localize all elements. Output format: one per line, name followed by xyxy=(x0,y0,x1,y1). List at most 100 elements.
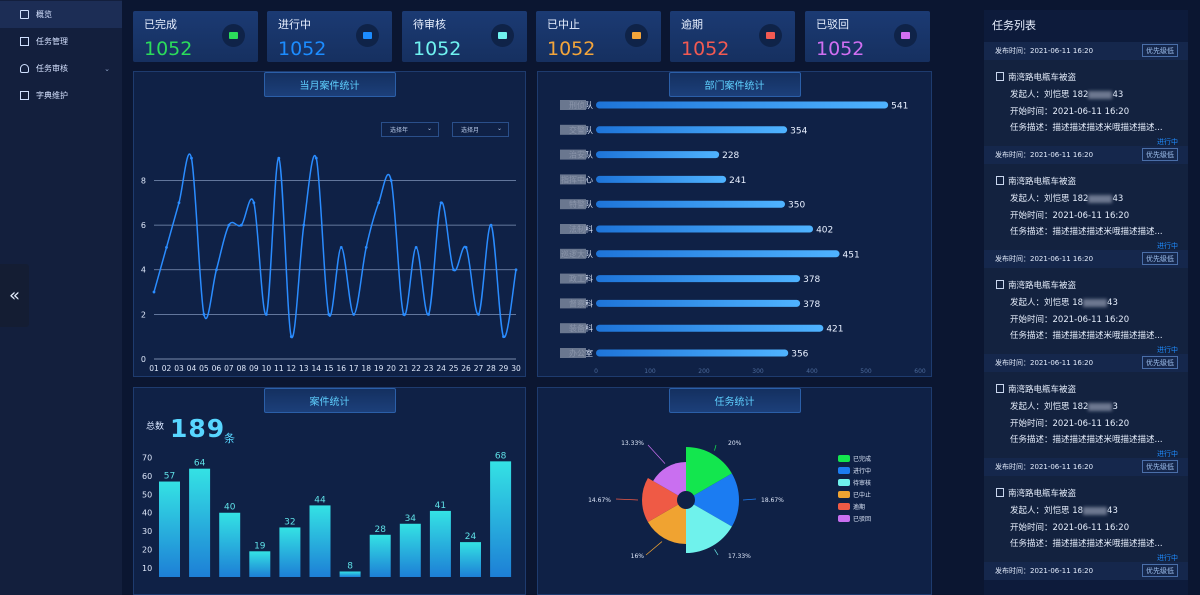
task-item[interactable]: 发布时间：2021-06-11 16:20 优先级低 南湾路电瓶车被盗 发起人：刘恺思… xyxy=(984,250,1188,354)
vbar xyxy=(339,571,361,577)
task-body: 南湾路电瓶车被盗 发起人：刘恺思 182 43 开始时间：2021-06-11 16:… xyxy=(984,60,1188,146)
legend-swatch xyxy=(838,491,850,498)
y-tick-label: 8 xyxy=(141,176,146,185)
task-item[interactable]: 发布时间：2021-06-11 16:20 优先级低 南湾路电瓶车被盗 发起人：刘恺思… xyxy=(984,458,1188,562)
sidebar-item-overview[interactable]: 概览 xyxy=(0,1,122,28)
task-item[interactable]: 发布时间：2021-06-11 16:20 优先级低 南湾路电瓶车被盗 发起人：刘恺思… xyxy=(984,42,1188,146)
blurred-label xyxy=(560,124,586,135)
legend-swatch xyxy=(838,479,850,486)
slice-label: 17.33% xyxy=(728,553,751,560)
sidebar-item-task-review[interactable]: 任务审核 ⌄ xyxy=(0,55,122,82)
y-tick-label: 30 xyxy=(142,527,152,536)
task-publish-time: 发布时间：2021-06-11 16:20 xyxy=(995,47,1094,55)
stat-card[interactable]: 已完成 1052 xyxy=(133,11,258,62)
task-name: 南湾路电瓶车被盗 xyxy=(1008,489,1077,499)
task-initiator: 发起人：刘恺思 182 3 xyxy=(1010,400,1118,412)
task-initiator: 发起人：刘恺思 18 43 xyxy=(1010,296,1118,308)
legend-swatch xyxy=(838,467,850,474)
legend-label: 逾期 xyxy=(853,503,865,511)
sidebar-item-dictionary[interactable]: 字典维护 xyxy=(0,82,122,109)
blurred-label xyxy=(560,298,586,309)
data-label: 402 xyxy=(816,226,833,236)
blurred-label xyxy=(560,199,586,210)
line-point xyxy=(302,223,306,227)
sidebar-item-task-management[interactable]: 任务管理 xyxy=(0,28,122,55)
stat-card[interactable]: 已驳回 1052 xyxy=(805,11,930,62)
x-tick-label: 13 xyxy=(299,364,309,373)
legend-label: 已完成 xyxy=(853,455,871,463)
task-description: 任务描述：描述描述描述米哦描述描述... xyxy=(1010,123,1163,133)
x-tick-label: 23 xyxy=(424,364,434,373)
pie-chart: 20% 18.67% 17.33% 16% 14.67% 13.33% 已完成进行中待审核已… xyxy=(588,440,871,560)
x-tick-label: 26 xyxy=(461,364,471,373)
data-label: 32 xyxy=(284,517,295,527)
y-tick-label: 40 xyxy=(142,509,152,518)
x-tick-label: 21 xyxy=(399,364,409,373)
vbar-chart: 10 20 30 40 50 60 70 57 64 40 19 32 44 8 28 34 41 24 68 xyxy=(142,451,512,577)
line-point xyxy=(364,246,368,249)
x-tick-label: 14 xyxy=(312,364,322,373)
hbar xyxy=(596,324,824,332)
x-tick-label: 200 xyxy=(698,368,710,375)
x-tick-label: 600 xyxy=(914,368,926,375)
data-label: 228 xyxy=(722,151,739,161)
select-month[interactable]: 选择月 ⌄ xyxy=(452,122,509,137)
y-tick-label: 6 xyxy=(141,221,146,230)
priority-badge[interactable]: 优先级低 xyxy=(1142,356,1178,369)
hbar xyxy=(596,275,801,283)
x-tick-label: 04 xyxy=(187,364,197,373)
task-publish-time: 发布时间：2021-06-11 16:20 xyxy=(995,463,1094,471)
data-label: 40 xyxy=(224,503,236,513)
chevron-down-icon: ⌄ xyxy=(104,64,110,73)
stat-card[interactable]: 待审核 1052 xyxy=(402,11,527,62)
line-point xyxy=(502,335,505,339)
vbar xyxy=(249,551,271,577)
slice-leader-line xyxy=(615,498,639,501)
priority-badge[interactable]: 优先级低 xyxy=(1142,460,1178,473)
stat-card[interactable]: 逾期 1052 xyxy=(670,11,795,62)
task-body: 南湾路电瓶车被盗 发起人：刘恺思 182 43 开始时间：2021-06-11 16:… xyxy=(984,164,1188,250)
priority-badge[interactable]: 优先级低 xyxy=(1142,252,1178,265)
task-initiator-text: 发起人：刘恺思 182 xyxy=(1010,90,1089,100)
stat-card[interactable]: 已中止 1052 xyxy=(536,11,661,62)
slice-label: 16% xyxy=(631,553,645,560)
select-year[interactable]: 选择年 ⌄ xyxy=(381,122,439,137)
x-tick-label: 01 xyxy=(149,364,159,373)
x-tick-label: 02 xyxy=(162,364,172,373)
task-item[interactable]: 发布时间：2021-06-11 16:20 优先级低 南湾路电瓶车被盗 发起人：刘恺思… xyxy=(984,146,1188,250)
data-label: 378 xyxy=(803,275,820,285)
total-label: 总数 xyxy=(146,422,165,432)
priority-badge[interactable]: 优先级低 xyxy=(1142,44,1178,57)
task-item[interactable]: 发布时间：2021-06-11 16:20 优先级低 xyxy=(984,562,1188,580)
x-tick-label: 28 xyxy=(486,364,496,373)
slice-label: 18.67% xyxy=(761,497,784,504)
stat-card[interactable]: 进行中 1052 xyxy=(267,11,392,62)
data-label: 451 xyxy=(843,250,860,260)
pie-hole xyxy=(677,491,695,509)
priority-badge[interactable]: 优先级低 xyxy=(1142,564,1178,577)
slice-leader-line xyxy=(714,444,717,451)
line-point xyxy=(339,246,343,249)
task-initiator-tail: 43 xyxy=(1112,90,1124,100)
x-tick-label: 30 xyxy=(511,364,521,373)
x-tick-label: 20 xyxy=(386,364,396,373)
sidebar-collapse-button[interactable]: « xyxy=(0,264,29,327)
stat-value: 1052 xyxy=(278,38,327,60)
vbar xyxy=(219,512,241,577)
pie-slice xyxy=(686,473,739,527)
task-name: 南湾路电瓶车被盗 xyxy=(1008,385,1077,395)
hbar xyxy=(596,151,720,159)
stat-value: 1052 xyxy=(413,38,462,60)
priority-badge[interactable]: 优先级低 xyxy=(1142,148,1178,161)
x-tick-label: 08 xyxy=(237,364,247,373)
data-label: 19 xyxy=(254,541,266,551)
task-header: 发布时间：2021-06-11 16:20 优先级低 xyxy=(984,354,1188,372)
panel-title: 任务统计 xyxy=(668,388,801,413)
panel-title: 部门案件统计 xyxy=(668,72,801,97)
task-item[interactable]: 发布时间：2021-06-11 16:20 优先级低南湾路电瓶车被盗发起人：刘恺思… xyxy=(984,354,1188,458)
task-start-time: 开始时间：2021-06-11 16:20 xyxy=(1010,419,1130,429)
stat-label: 逾期 xyxy=(681,18,703,31)
line-point xyxy=(439,201,443,205)
slice-label: 14.67% xyxy=(588,497,611,504)
line-point xyxy=(452,268,455,272)
